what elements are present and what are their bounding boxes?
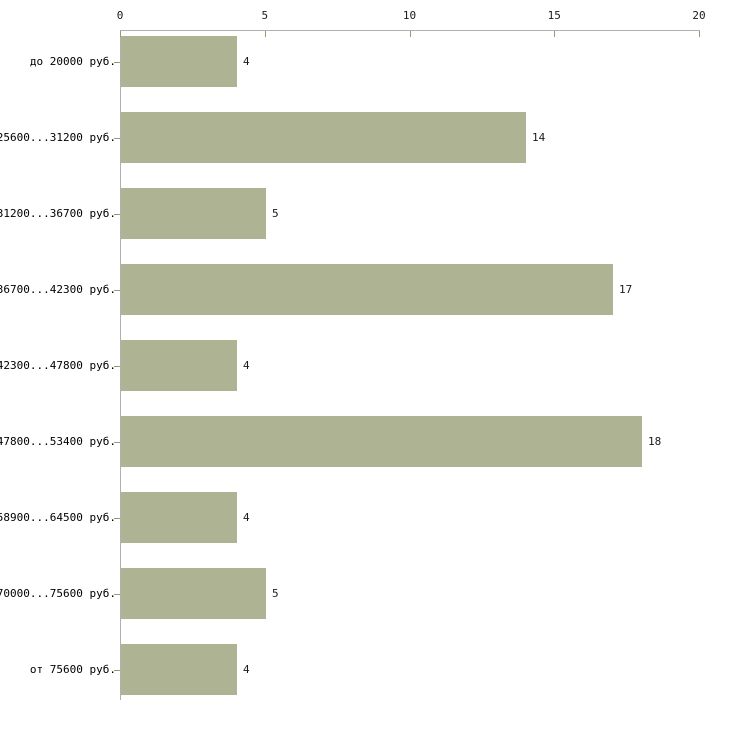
x-tick-mark [554,31,556,37]
bar[interactable] [121,36,237,87]
x-tick-mark [264,31,266,37]
y-axis-line [120,30,121,700]
x-tick-mark [120,31,121,37]
bar-value-label: 4 [243,54,250,68]
bar[interactable] [121,112,526,163]
bar[interactable] [121,264,613,315]
category-label: 42300...47800 руб. [0,358,116,372]
y-tick-mark [114,366,120,367]
bar[interactable] [121,644,237,695]
category-label: 70000...75600 руб. [0,586,116,600]
y-tick-mark [114,290,120,291]
bar-value-label: 4 [243,662,250,676]
bar[interactable] [121,568,266,619]
y-tick-mark [114,670,120,671]
bar-value-label: 17 [619,282,633,296]
category-label: от 75600 руб. [29,662,116,676]
y-tick-mark [114,442,120,443]
y-tick-mark [114,518,120,519]
y-tick-mark [114,62,120,63]
category-label: 31200...36700 руб. [0,206,116,220]
bar[interactable] [121,188,266,239]
bar-value-label: 18 [648,434,662,448]
x-tick-label: 20 [692,9,706,22]
y-tick-mark [114,138,120,139]
x-tick-mark [699,31,700,37]
x-tick-label: 10 [402,9,417,22]
category-label: 25600...31200 руб. [0,130,116,144]
y-tick-mark [114,214,120,215]
x-tick-mark [409,31,411,37]
bar-value-label: 5 [272,586,279,600]
x-axis-line [120,30,700,31]
x-tick-label: 0 [116,9,124,22]
y-tick-mark [114,594,120,595]
bar-value-label: 14 [532,130,546,144]
bar[interactable] [121,340,237,391]
x-tick-label: 15 [547,9,561,22]
category-label: 36700...42300 руб. [0,282,116,296]
x-tick-label: 5 [261,9,269,22]
bar-value-label: 4 [243,510,250,524]
bar[interactable] [121,492,237,543]
bar-value-label: 4 [243,358,250,372]
category-label: до 20000 руб. [29,54,116,68]
bar-value-label: 5 [272,206,279,220]
bar[interactable] [121,416,642,467]
category-label: 58900...64500 руб. [0,510,116,524]
category-label: 47800...53400 руб. [0,434,116,448]
